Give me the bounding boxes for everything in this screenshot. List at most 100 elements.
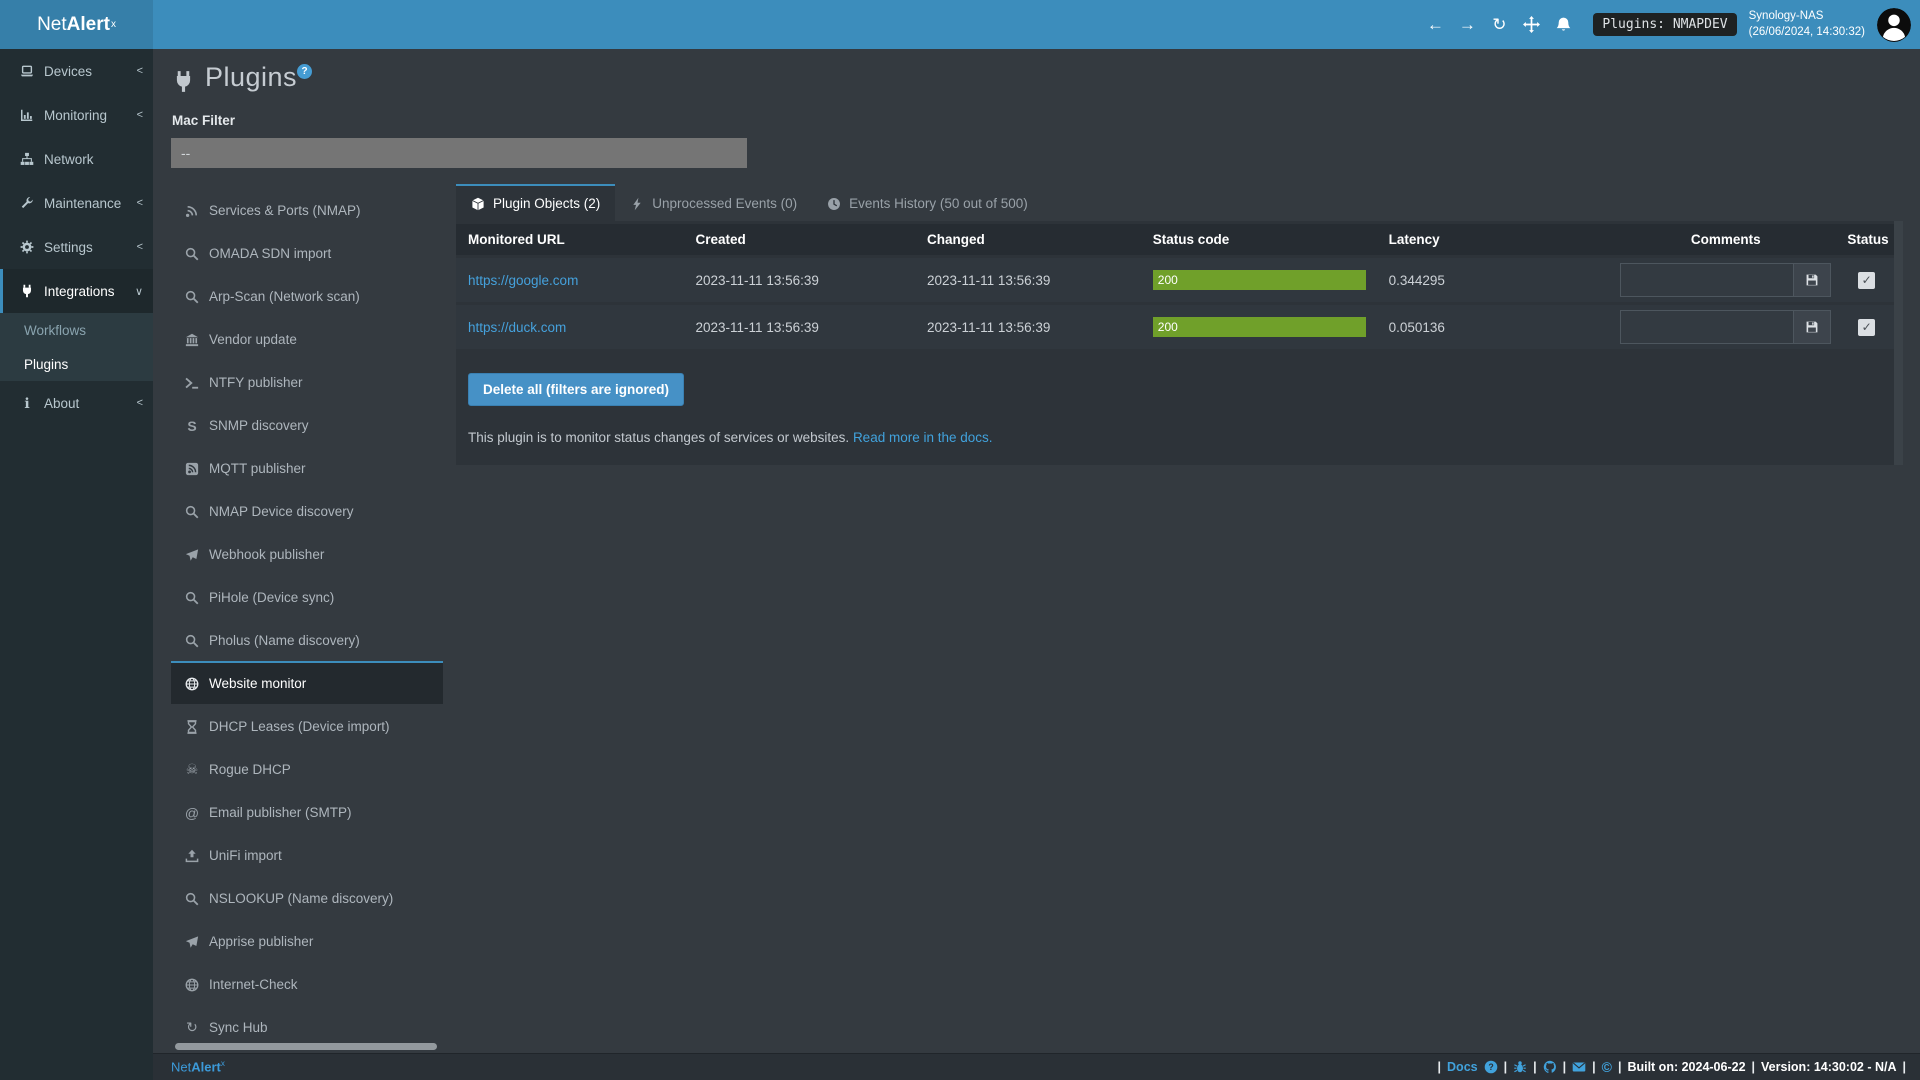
save-comment-button[interactable] <box>1793 263 1832 297</box>
plugin-item-vendor-update[interactable]: Vendor update <box>171 317 443 360</box>
svg-text:?: ? <box>1488 1062 1493 1072</box>
page-title: Plugins <box>205 62 298 92</box>
plugin-item-mqtt[interactable]: MQTT publisher <box>171 446 443 489</box>
plugin-item-label: Website monitor <box>209 676 307 691</box>
sidebar-toggle-button[interactable] <box>153 0 199 49</box>
plugin-item-ntfy[interactable]: NTFY publisher <box>171 360 443 403</box>
plugin-item-snmp[interactable]: S SNMP discovery <box>171 403 443 446</box>
copyright-icon[interactable]: © <box>1601 1059 1612 1075</box>
plugin-item-label: PiHole (Device sync) <box>209 590 335 605</box>
plugin-objects-table: Monitored URL Created Changed Status cod… <box>456 221 1894 352</box>
sidebar-item-integrations[interactable]: Integrations ∨ <box>0 269 153 313</box>
plugin-tabs: Plugin Objects (2) Unprocessed Events (0… <box>456 184 1903 221</box>
comments-group <box>1620 310 1832 344</box>
monitored-url-link[interactable]: https://duck.com <box>468 319 567 335</box>
comment-input[interactable] <box>1620 310 1794 344</box>
user-avatar[interactable] <box>1877 7 1911 42</box>
brand-prefix: Net <box>37 13 67 35</box>
plugin-item-nslookup[interactable]: NSLOOKUP (Name discovery) <box>171 876 443 919</box>
refresh-button[interactable]: ↻ <box>1492 14 1507 34</box>
bolt-icon <box>630 197 644 211</box>
plugin-item-website-monitor[interactable]: Website monitor <box>171 661 443 704</box>
sidebar-item-label: Network <box>44 151 94 167</box>
sidebar-item-about[interactable]: ℹ About < <box>0 381 153 425</box>
plugin-item-label: OMADA SDN import <box>209 246 332 261</box>
navbar-right: ← → ↻ Plugins: NMAPDEV Synology-NAS (26/… <box>1419 0 1920 49</box>
plugin-item-pholus[interactable]: Pholus (Name discovery) <box>171 618 443 661</box>
tab-unprocessed-events[interactable]: Unprocessed Events (0) <box>615 184 812 221</box>
separator: | <box>1592 1060 1596 1074</box>
bank-icon <box>183 333 201 347</box>
forward-button[interactable]: → <box>1458 14 1476 34</box>
plugin-item-label: Webhook publisher <box>209 547 325 562</box>
plugin-item-dhcp-leases[interactable]: DHCP Leases (Device import) <box>171 704 443 747</box>
github-icon[interactable] <box>1543 1060 1557 1074</box>
plugin-item-services-ports[interactable]: Services & Ports (NMAP) <box>171 188 443 231</box>
separator: | <box>1437 1060 1442 1074</box>
footer-docs-link[interactable]: Docs <box>1447 1060 1478 1074</box>
brand-sup: x <box>110 19 116 30</box>
app-logo[interactable]: Net Alert x <box>0 0 153 49</box>
plugin-list: Services & Ports (NMAP) OMADA SDN import… <box>171 184 443 1053</box>
plugin-item-nmap-discovery[interactable]: NMAP Device discovery <box>171 489 443 532</box>
search-icon <box>183 892 201 906</box>
sidebar-item-label: Devices <box>44 63 93 79</box>
comment-input[interactable] <box>1620 263 1794 297</box>
panel-scrollbar[interactable] <box>1894 221 1903 465</box>
monitored-url-link[interactable]: https://google.com <box>468 272 579 288</box>
back-button[interactable]: ← <box>1426 14 1444 34</box>
sidebar-item-devices[interactable]: Devices < <box>0 49 153 93</box>
plugin-item-label: DHCP Leases (Device import) <box>209 719 390 734</box>
question-circle-icon[interactable]: ? <box>1484 1060 1498 1074</box>
chevron-down-icon: ∨ <box>134 285 143 298</box>
status-checkbox[interactable] <box>1858 318 1876 336</box>
col-latency: Latency <box>1380 224 1613 255</box>
notifications-bell-button[interactable] <box>1547 0 1579 49</box>
plugin-item-pihole[interactable]: PiHole (Device sync) <box>171 575 443 618</box>
plugin-item-rogue-dhcp[interactable]: ☠ Rogue DHCP <box>171 747 443 790</box>
plugin-item-arp-scan[interactable]: Arp-Scan (Network scan) <box>171 274 443 317</box>
user-info[interactable]: Synology-NAS (26/06/2024, 14:30:32) <box>1749 9 1865 40</box>
plug-icon <box>172 70 195 93</box>
tab-label: Events History (50 out of 500) <box>849 196 1028 211</box>
tab-events-history[interactable]: Events History (50 out of 500) <box>812 184 1043 221</box>
help-icon[interactable]: ? <box>297 64 313 79</box>
plugin-list-scrollbar[interactable] <box>175 1043 437 1050</box>
footer-brand[interactable]: NetAlertx <box>171 1059 225 1074</box>
status-checkbox[interactable] <box>1858 271 1876 289</box>
plugin-item-label: NSLOOKUP (Name discovery) <box>209 891 394 906</box>
table-row: https://duck.com 2023-11-11 13:56:39 202… <box>456 305 1894 349</box>
sidebar-subitem-workflows[interactable]: Workflows <box>24 322 87 338</box>
sidebar-item-maintenance[interactable]: Maintenance < <box>0 181 153 225</box>
search-icon <box>183 290 201 304</box>
sidebar-subitem-plugins[interactable]: Plugins <box>24 356 69 372</box>
plugin-item-sync-hub[interactable]: ↻ Sync Hub <box>171 1005 443 1048</box>
move-button[interactable] <box>1515 0 1547 49</box>
tab-plugin-objects[interactable]: Plugin Objects (2) <box>456 184 616 221</box>
plugin-item-email-smtp[interactable]: @ Email publisher (SMTP) <box>171 790 443 833</box>
plugin-item-apprise[interactable]: Apprise publisher <box>171 919 443 962</box>
plugin-item-internet-check[interactable]: Internet-Check <box>171 962 443 1005</box>
bug-icon[interactable] <box>1513 1060 1527 1074</box>
user-icon <box>1877 7 1911 42</box>
separator: | <box>1562 1060 1567 1074</box>
table-header-row: Monitored URL Created Changed Status cod… <box>456 224 1894 255</box>
session-timestamp: (26/06/2024, 14:30:32) <box>1748 25 1865 38</box>
sidebar-item-monitoring[interactable]: Monitoring < <box>0 93 153 137</box>
sidebar-item-network[interactable]: Network <box>0 137 153 181</box>
delete-all-button[interactable]: Delete all (filters are ignored) <box>468 373 685 406</box>
snmp-icon: S <box>187 417 197 434</box>
save-comment-button[interactable] <box>1793 310 1832 344</box>
plugin-item-webhook[interactable]: Webhook publisher <box>171 532 443 575</box>
docs-link[interactable]: Read more in the docs. <box>852 430 993 445</box>
plugin-item-omada-sdn[interactable]: OMADA SDN import <box>171 231 443 274</box>
page-header: Plugins ? <box>171 62 1903 93</box>
envelope-icon[interactable] <box>1572 1060 1586 1074</box>
brand-sup: x <box>220 1059 225 1069</box>
sidebar-item-label: About <box>44 395 80 411</box>
sidebar-item-settings[interactable]: Settings < <box>0 225 153 269</box>
plugin-item-unifi[interactable]: UniFi import <box>171 833 443 876</box>
changed-cell: 2023-11-11 13:56:39 <box>919 258 1145 302</box>
mac-filter-input[interactable] <box>171 138 747 168</box>
